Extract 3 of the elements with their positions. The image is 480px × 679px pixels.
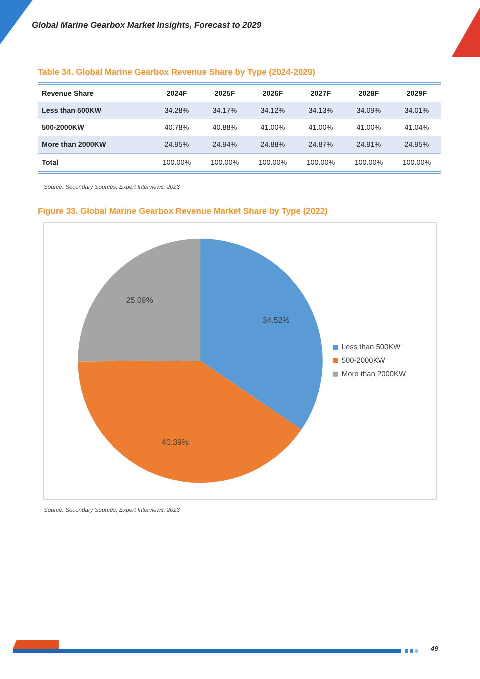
text: Global Marine Gearbox Market Insights, Forecast to 2029 [32,20,262,30]
chart-title: Table 34. Global Marine Gearbox Revenue Share by Type (2024-2029) [38,67,316,77]
chart-title: Figure 33. Global Marine Gearbox Revenue Market Share by Type (2022) [38,206,328,216]
